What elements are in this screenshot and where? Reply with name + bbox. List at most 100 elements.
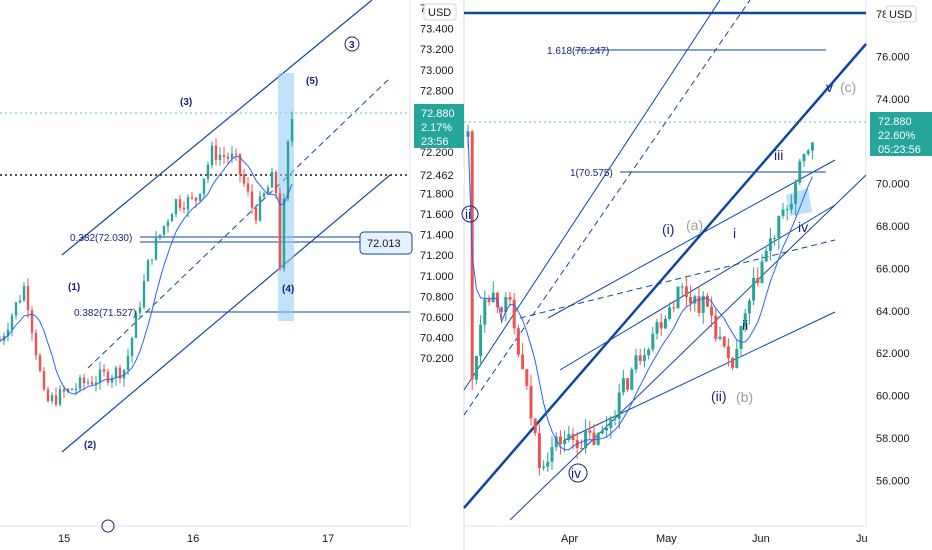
candle-body	[18, 300, 22, 303]
fib-label-70575: 1(70.575)	[570, 168, 613, 179]
candle-body	[70, 388, 74, 391]
candle-body	[6, 329, 10, 337]
candle-body	[584, 430, 588, 449]
candle-body	[226, 156, 230, 159]
highlight-box	[278, 73, 294, 321]
candle-body	[94, 382, 98, 385]
candle-body	[150, 259, 154, 261]
candle-body	[617, 392, 621, 419]
candle-body	[274, 171, 278, 194]
left-y-tick: 70.400	[420, 333, 454, 345]
right-last-price-badge	[870, 112, 932, 156]
candle-body	[134, 312, 138, 338]
candle-body	[567, 434, 571, 440]
candle-body	[82, 377, 86, 384]
candle-body	[230, 153, 234, 159]
wave-label-a: (a)	[686, 217, 703, 233]
left-y-tick: 73.000	[420, 65, 454, 77]
candle-body	[210, 145, 214, 165]
candle-body	[785, 209, 789, 211]
left-candles	[0, 111, 294, 407]
right-moving-average	[467, 131, 813, 451]
candle-body	[138, 307, 142, 313]
candle-body	[752, 277, 756, 301]
candle-body	[542, 466, 546, 468]
wave-label-iv: iv	[798, 219, 808, 235]
candle-body	[270, 171, 274, 188]
left-y-tick: 70.800	[420, 291, 454, 303]
left-dotted-price: 72.462	[420, 170, 454, 182]
right-currency-label: USD	[889, 9, 912, 21]
wave-label-ii-circle: ii	[465, 206, 471, 222]
wave-label-i-paren: (i)	[662, 221, 674, 237]
candle-body	[672, 307, 676, 309]
candle-body	[537, 433, 541, 468]
left-y-tick: 71.800	[420, 188, 454, 200]
candle-body	[62, 389, 66, 392]
right-countdown: 05:23:56	[878, 144, 921, 156]
candle-body	[525, 369, 529, 386]
right-x-tick-may: May	[656, 533, 677, 545]
wave-circle-2	[101, 519, 115, 533]
left-channel-upper-line	[61, 0, 373, 256]
candle-body	[86, 382, 90, 384]
candle-body	[697, 296, 701, 313]
candle-body	[78, 377, 82, 389]
candle-body	[102, 369, 106, 372]
candle-body	[794, 182, 798, 204]
candle-body	[74, 388, 78, 391]
wave-label-i: i	[733, 225, 736, 241]
left-y-tick: 72.200	[420, 147, 454, 159]
candle-body	[546, 461, 550, 467]
left-countdown: 23:56	[421, 136, 449, 148]
candle-body	[258, 196, 262, 221]
candle-body	[579, 447, 583, 449]
left-y-tick: 73.400	[420, 24, 454, 36]
candle-body	[34, 332, 38, 356]
candle-body	[781, 209, 785, 216]
wave-label-1: (1)	[68, 282, 80, 293]
candle-body	[182, 207, 186, 210]
candle-body	[206, 164, 210, 179]
candle-body	[705, 295, 709, 307]
wedge-upper-line	[547, 159, 836, 319]
candle-body	[802, 153, 806, 162]
right-y-tick: 78	[876, 9, 888, 21]
left-currency-label: USD	[428, 7, 451, 19]
candle-body	[98, 369, 102, 383]
right-x-tick-apr: Apr	[561, 533, 578, 545]
left-y-tick: 71.000	[420, 271, 454, 283]
candle-body	[162, 225, 166, 235]
candle-body	[806, 150, 810, 154]
candle-body	[638, 355, 642, 362]
candle-body	[777, 215, 781, 239]
left-y-tick: 73.200	[420, 44, 454, 56]
candle-body	[714, 315, 718, 339]
wave-label-b: (b)	[736, 389, 753, 405]
candle-body	[483, 299, 487, 325]
fib-label-76247: 1.618(76.247)	[547, 46, 609, 57]
candle-body	[516, 328, 520, 355]
right-currency-button[interactable]	[885, 5, 917, 23]
candle-body	[563, 439, 567, 445]
candle-body	[613, 418, 617, 420]
wedge-dashed-line	[519, 239, 836, 319]
candle-body	[521, 354, 525, 370]
candle-body	[54, 395, 58, 405]
candle-body	[739, 326, 743, 349]
left-x-tick-17: 17	[322, 533, 334, 545]
left-currency-button[interactable]	[423, 3, 457, 21]
wave-circle-iv	[568, 463, 588, 483]
candle-body	[126, 355, 130, 370]
candle-body	[286, 141, 290, 199]
candle-body	[222, 154, 226, 157]
candle-body	[626, 378, 630, 390]
candle-body	[42, 370, 46, 390]
candle-body	[621, 378, 625, 393]
wave-label-3: (3)	[180, 97, 192, 108]
candle-body	[668, 307, 672, 319]
candle-body	[218, 154, 222, 160]
candle-body	[642, 355, 646, 362]
